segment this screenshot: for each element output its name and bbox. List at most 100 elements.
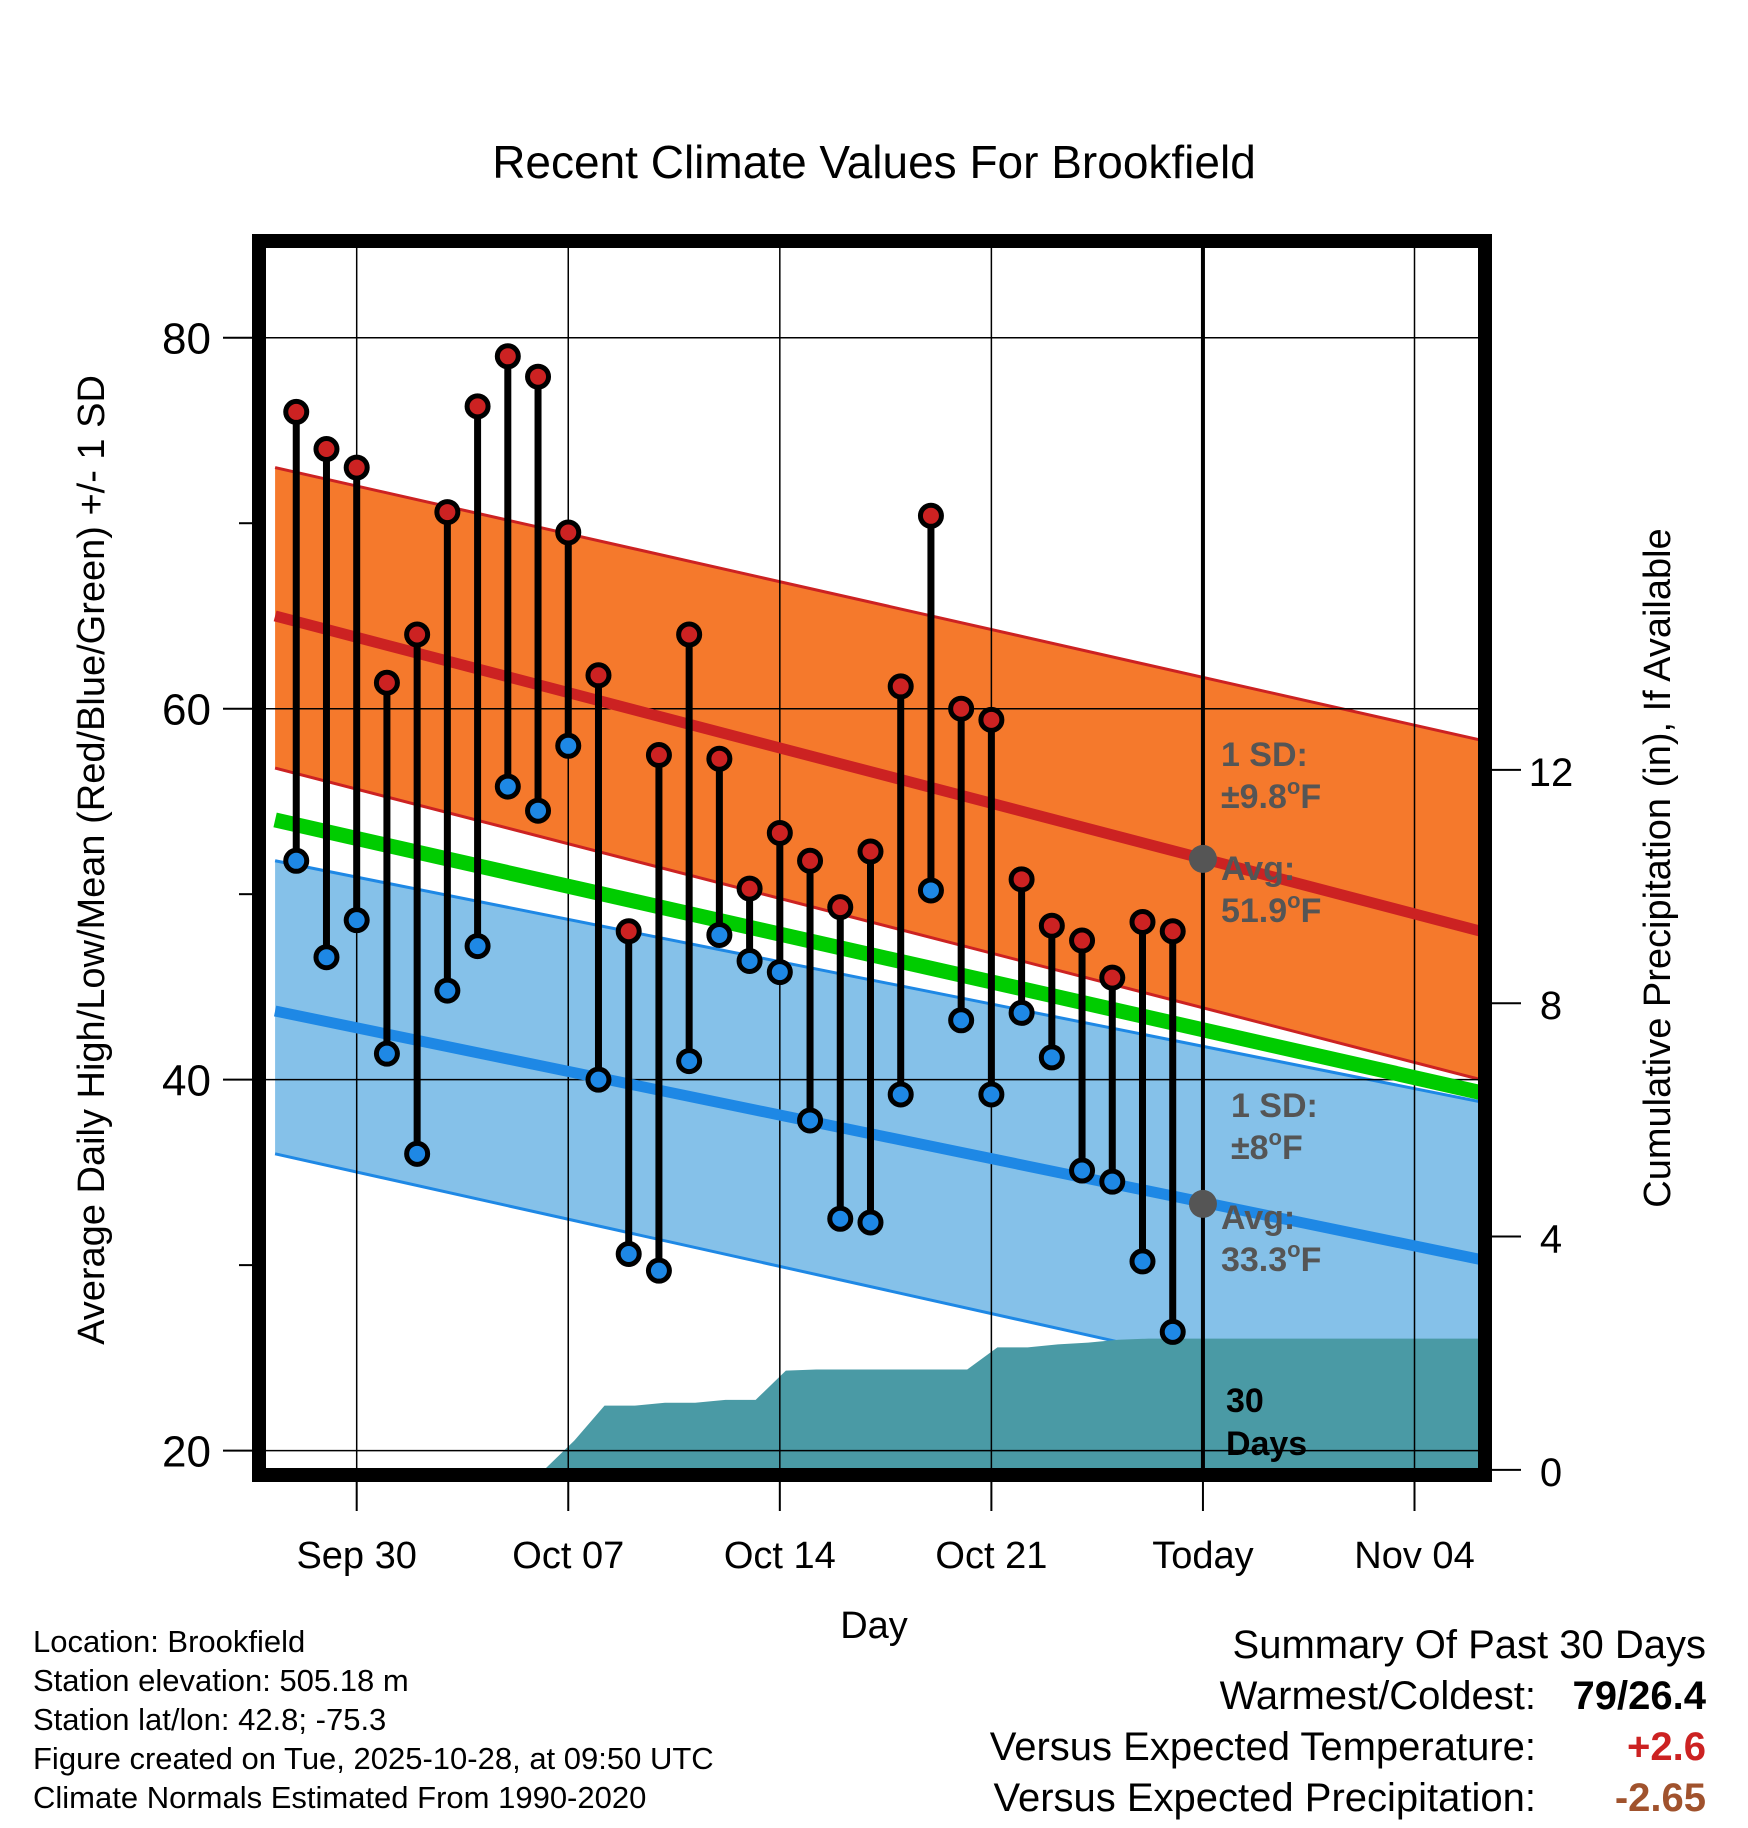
daily-low-point <box>917 877 944 904</box>
daily-high-point <box>1129 908 1156 935</box>
y-tick-label: 80 <box>162 315 211 364</box>
summary-temperature: Versus Expected Temperature: +2.6 <box>990 1722 1706 1773</box>
daily-high-point <box>797 847 824 874</box>
daily-low-point <box>736 947 763 974</box>
daily-low-point <box>313 944 340 971</box>
daily-high-point <box>373 669 400 696</box>
y2-axis-label: Cumulative Precipitation (in), If Availa… <box>1637 528 1679 1207</box>
warmest-coldest-label: Warmest/Coldest: <box>1219 1674 1536 1718</box>
y-axis-label: Average Daily High/Low/Mean (Red/Blue/Gr… <box>71 375 113 1345</box>
normals-text: Climate Normals Estimated From 1990-2020 <box>33 1780 647 1815</box>
daily-low-point <box>948 1007 975 1034</box>
daily-high-point <box>736 875 763 902</box>
daily-high-point <box>1038 912 1065 939</box>
normal-low-band <box>275 860 1481 1423</box>
temp-label: Versus Expected Temperature: <box>989 1725 1536 1769</box>
low-avg-label: Avg: <box>1221 1199 1295 1237</box>
daily-low-point <box>766 959 793 986</box>
location-text: Location: Brookfield <box>33 1624 306 1659</box>
daily-high-point <box>585 662 612 689</box>
daily-low-point <box>1099 1168 1126 1195</box>
x-tick-label: Oct 07 <box>512 1535 624 1577</box>
summary-title: Summary Of Past 30 Days <box>1232 1623 1706 1667</box>
low-sd-value: ±8oF <box>1231 1125 1303 1167</box>
daily-high-point <box>1099 964 1126 991</box>
y2-tick-label: 0 <box>1540 1451 1562 1495</box>
daily-high-point <box>645 742 672 769</box>
daily-high-point <box>857 838 884 865</box>
daily-low-point <box>887 1081 914 1108</box>
daily-low-point <box>645 1257 672 1284</box>
precip-value: -2.65 <box>1614 1776 1706 1820</box>
created-text: Figure created on Tue, 2025-10-28, at 09… <box>33 1741 714 1776</box>
low-avg-marker <box>1188 1189 1217 1218</box>
daily-high-point <box>343 454 370 481</box>
daily-high-point <box>404 621 431 648</box>
daily-high-point <box>1159 918 1186 945</box>
x-axis-label: Day <box>840 1605 908 1647</box>
y-tick-label: 60 <box>162 686 211 735</box>
low-avg-value: 33.3oF <box>1221 1237 1321 1279</box>
high-avg-value: 51.9oF <box>1221 888 1321 930</box>
y2-tick-label: 12 <box>1529 751 1574 795</box>
precip-label: Versus Expected Precipitation: <box>993 1776 1536 1820</box>
daily-high-point <box>283 398 310 425</box>
daily-low-point <box>827 1205 854 1232</box>
daily-low-point <box>1129 1248 1156 1275</box>
daily-low-point <box>676 1048 703 1075</box>
station-info: Location: Brookfield Station elevation: … <box>33 1622 714 1817</box>
daily-high-point <box>827 894 854 921</box>
daily-low-point <box>1069 1157 1096 1184</box>
x-tick-label: Nov 04 <box>1354 1535 1474 1577</box>
x-tick-label: Oct 14 <box>724 1535 836 1577</box>
y2-tick-label: 4 <box>1540 1218 1562 1262</box>
high-sd-label: 1 SD: <box>1221 736 1308 774</box>
daily-low-point <box>585 1066 612 1093</box>
daily-high-point <box>1069 927 1096 954</box>
daily-low-point <box>1159 1318 1186 1345</box>
low-sd-label: 1 SD: <box>1231 1087 1318 1125</box>
daily-low-point <box>464 933 491 960</box>
daily-high-point <box>525 363 552 390</box>
daily-low-point <box>283 847 310 874</box>
daily-low-point <box>857 1209 884 1236</box>
high-avg-marker <box>1188 844 1217 873</box>
daily-low-point <box>1038 1044 1065 1071</box>
daily-high-point <box>978 706 1005 733</box>
daily-low-point <box>525 797 552 824</box>
daily-low-point <box>978 1081 1005 1108</box>
daily-high-point <box>313 436 340 463</box>
daily-high-point <box>766 819 793 846</box>
y2-tick-label: 8 <box>1540 984 1562 1028</box>
daily-low-point <box>1008 999 1035 1026</box>
precip-label-days: Days <box>1226 1425 1307 1463</box>
daily-high-point <box>706 745 733 772</box>
summary-precipitation: Versus Expected Precipitation: -2.65 <box>990 1773 1706 1824</box>
daily-high-point <box>676 621 703 648</box>
x-tick-label: Sep 30 <box>296 1535 416 1577</box>
high-avg-label: Avg: <box>1221 850 1295 888</box>
daily-low-point <box>706 921 733 948</box>
x-tick-label: Oct 21 <box>935 1535 1047 1577</box>
daily-high-point <box>494 343 521 370</box>
daily-high-point <box>615 918 642 945</box>
daily-low-point <box>404 1140 431 1167</box>
y-tick-label: 40 <box>162 1057 211 1106</box>
chart-title: Recent Climate Values For Brookfield <box>492 136 1256 188</box>
precip-label-30: 30 <box>1226 1382 1264 1420</box>
precip-area <box>544 1338 1481 1470</box>
x-tick-label: Today <box>1152 1535 1253 1577</box>
elevation-text: Station elevation: 505.18 m <box>33 1663 409 1698</box>
high-sd-value: ±9.8oF <box>1221 774 1321 816</box>
plot-inner <box>263 245 1481 1471</box>
daily-low-point <box>373 1040 400 1067</box>
plot-frame <box>252 234 1492 1482</box>
daily-low-point <box>494 773 521 800</box>
daily-high-point <box>555 519 582 546</box>
daily-low-point <box>343 907 370 934</box>
daily-high-point <box>434 499 461 526</box>
latlon-text: Station lat/lon: 42.8; -75.3 <box>33 1702 387 1737</box>
daily-high-point <box>887 673 914 700</box>
